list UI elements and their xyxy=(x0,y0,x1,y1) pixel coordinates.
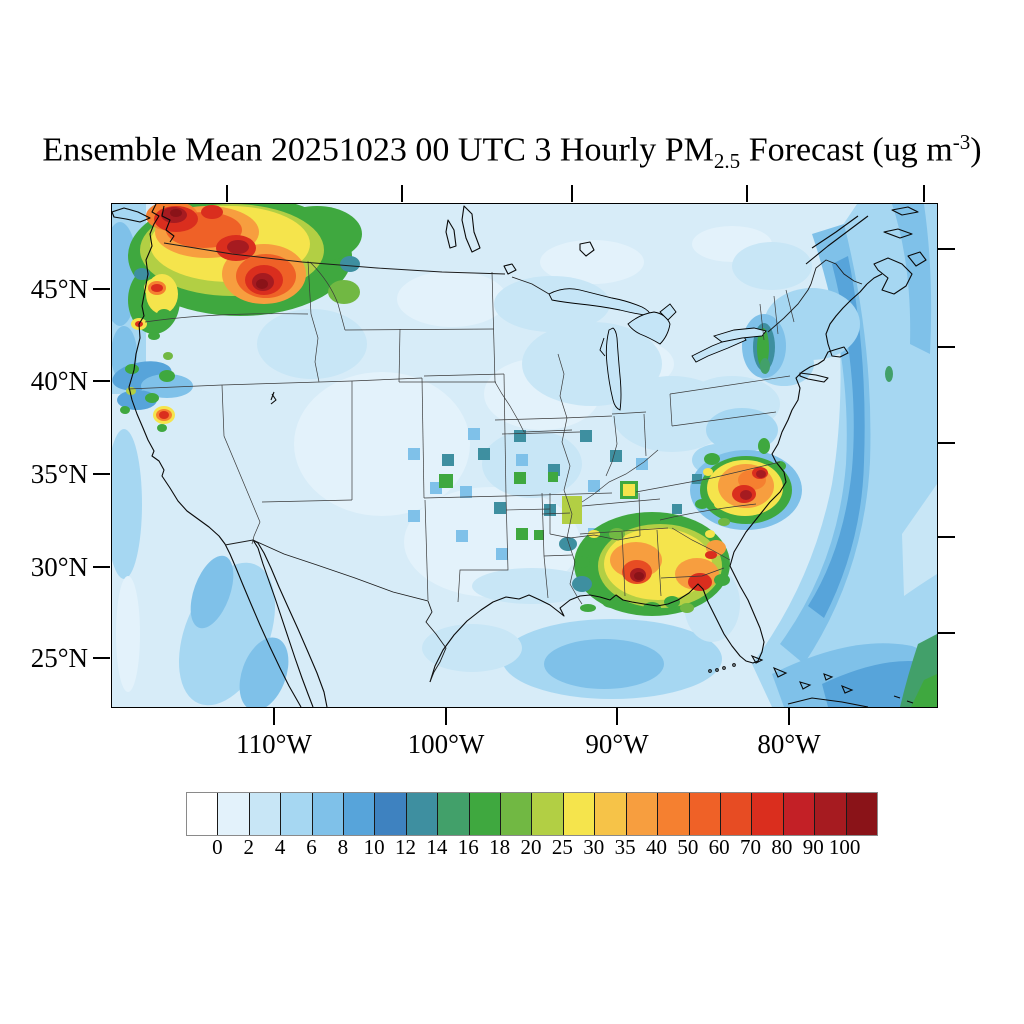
top-tick xyxy=(746,185,748,202)
colorbar-cell xyxy=(469,793,502,835)
colorbar-tick-label: 18 xyxy=(489,835,511,859)
corner-green-patch xyxy=(900,634,937,707)
colorbar-tick-label: 8 xyxy=(337,835,349,859)
pm-moderate-patches xyxy=(408,428,648,560)
colorbar-tick-label: 30 xyxy=(583,835,605,859)
canada-mexico-borders xyxy=(163,242,863,683)
colorbar-cell xyxy=(438,793,470,835)
right-tick xyxy=(938,442,955,444)
right-tick xyxy=(938,248,955,250)
lat-tick xyxy=(93,657,110,659)
colorbar-tick-label: 14 xyxy=(426,835,448,859)
colorbar-tick-label: 35 xyxy=(614,835,636,859)
colorbar-cell xyxy=(375,793,407,835)
colorbar-tick-label: 4 xyxy=(274,835,286,859)
title-subscript: 2.5 xyxy=(713,148,741,173)
great-lakes xyxy=(548,288,767,411)
colorbar-tick-label: 40 xyxy=(645,835,667,859)
hotspot-carolinas xyxy=(672,438,802,530)
lon-tick-label: 90°W xyxy=(585,729,649,759)
lat-tick-label: 25°N xyxy=(30,643,88,673)
title-superscript: -3 xyxy=(952,130,971,154)
top-tick xyxy=(571,185,573,202)
lon-tick xyxy=(445,708,447,725)
colorbar-tick-label: 90 xyxy=(802,835,824,859)
lat-tick xyxy=(93,380,110,382)
right-tick xyxy=(938,632,955,634)
colorbar-tick-label: 25 xyxy=(551,835,573,859)
colorbar-cell xyxy=(658,793,690,835)
map-plot-area xyxy=(111,203,938,708)
colorbar-cell xyxy=(344,793,376,835)
colorbar-tick-label: 100 xyxy=(828,835,861,859)
colorbar-cell xyxy=(218,793,250,835)
lat-tick-label: 45°N xyxy=(30,274,88,304)
water-shading xyxy=(112,204,937,707)
state-borders xyxy=(127,260,795,605)
colorbar-tick-label: 50 xyxy=(677,835,699,859)
lon-tick-label: 110°W xyxy=(236,729,312,759)
lat-tick-label: 30°N xyxy=(30,552,88,582)
colorbar-cell xyxy=(532,793,564,835)
colorbar xyxy=(186,792,878,836)
title-text: Ensemble Mean 20251023 00 UTC 3 Hourly P… xyxy=(42,131,714,169)
coastlines xyxy=(112,204,927,707)
lat-tick-label: 35°N xyxy=(30,459,88,489)
islands xyxy=(708,654,914,707)
colorbar-tick-label: 60 xyxy=(708,835,730,859)
lon-tick xyxy=(788,708,790,725)
colorbar-cell xyxy=(281,793,313,835)
colorbar-tick-label: 16 xyxy=(457,835,479,859)
colorbar-cell xyxy=(846,793,877,835)
top-tick xyxy=(226,185,228,202)
colorbar-cell xyxy=(249,793,282,835)
colorbar-cell xyxy=(595,793,627,835)
colorbar-cell xyxy=(563,793,596,835)
colorbar-tick-label: 10 xyxy=(363,835,385,859)
top-tick xyxy=(923,185,925,202)
colorbar-cell xyxy=(815,793,847,835)
colorbar-tick-label: 2 xyxy=(243,835,254,859)
lon-tick-label: 80°W xyxy=(757,729,821,759)
right-tick xyxy=(938,536,955,538)
lat-tick xyxy=(93,566,110,568)
colorbar-cell xyxy=(312,793,345,835)
colorbar-cell xyxy=(720,793,753,835)
colorbar-tick-label: 80 xyxy=(771,835,793,859)
colorbar-cell xyxy=(406,793,439,835)
colorbar-tick-label: 6 xyxy=(306,835,317,859)
lat-tick xyxy=(93,473,110,475)
colorbar-cell xyxy=(501,793,533,835)
colorbar-cell xyxy=(689,793,721,835)
colorbar-tick-label: 0 xyxy=(212,835,223,859)
right-tick xyxy=(938,346,955,348)
colorbar-cell xyxy=(626,793,659,835)
pm25-forecast-map xyxy=(112,204,937,707)
colorbar-tick-label: 70 xyxy=(740,835,762,859)
lat-tick xyxy=(93,288,110,290)
colorbar-cell xyxy=(187,793,219,835)
hotspot-southeast xyxy=(559,512,730,616)
colorbar-cell xyxy=(783,793,816,835)
lon-tick xyxy=(273,708,275,725)
hotspot-california xyxy=(112,361,193,432)
page-title: Ensemble Mean 20251023 00 UTC 3 Hourly P… xyxy=(0,130,1024,174)
title-text-3: ) xyxy=(970,131,982,169)
title-text-2: Forecast (ug m xyxy=(740,131,953,169)
lon-tick-label: 100°W xyxy=(407,729,485,759)
colorbar-tick-label: 20 xyxy=(520,835,542,859)
colorbar-tick-label: 12 xyxy=(395,835,417,859)
top-tick xyxy=(401,185,403,202)
hotspot-pnw xyxy=(128,204,362,360)
lat-tick-label: 40°N xyxy=(30,366,88,396)
lon-tick xyxy=(616,708,618,725)
colorbar-cell xyxy=(752,793,784,835)
